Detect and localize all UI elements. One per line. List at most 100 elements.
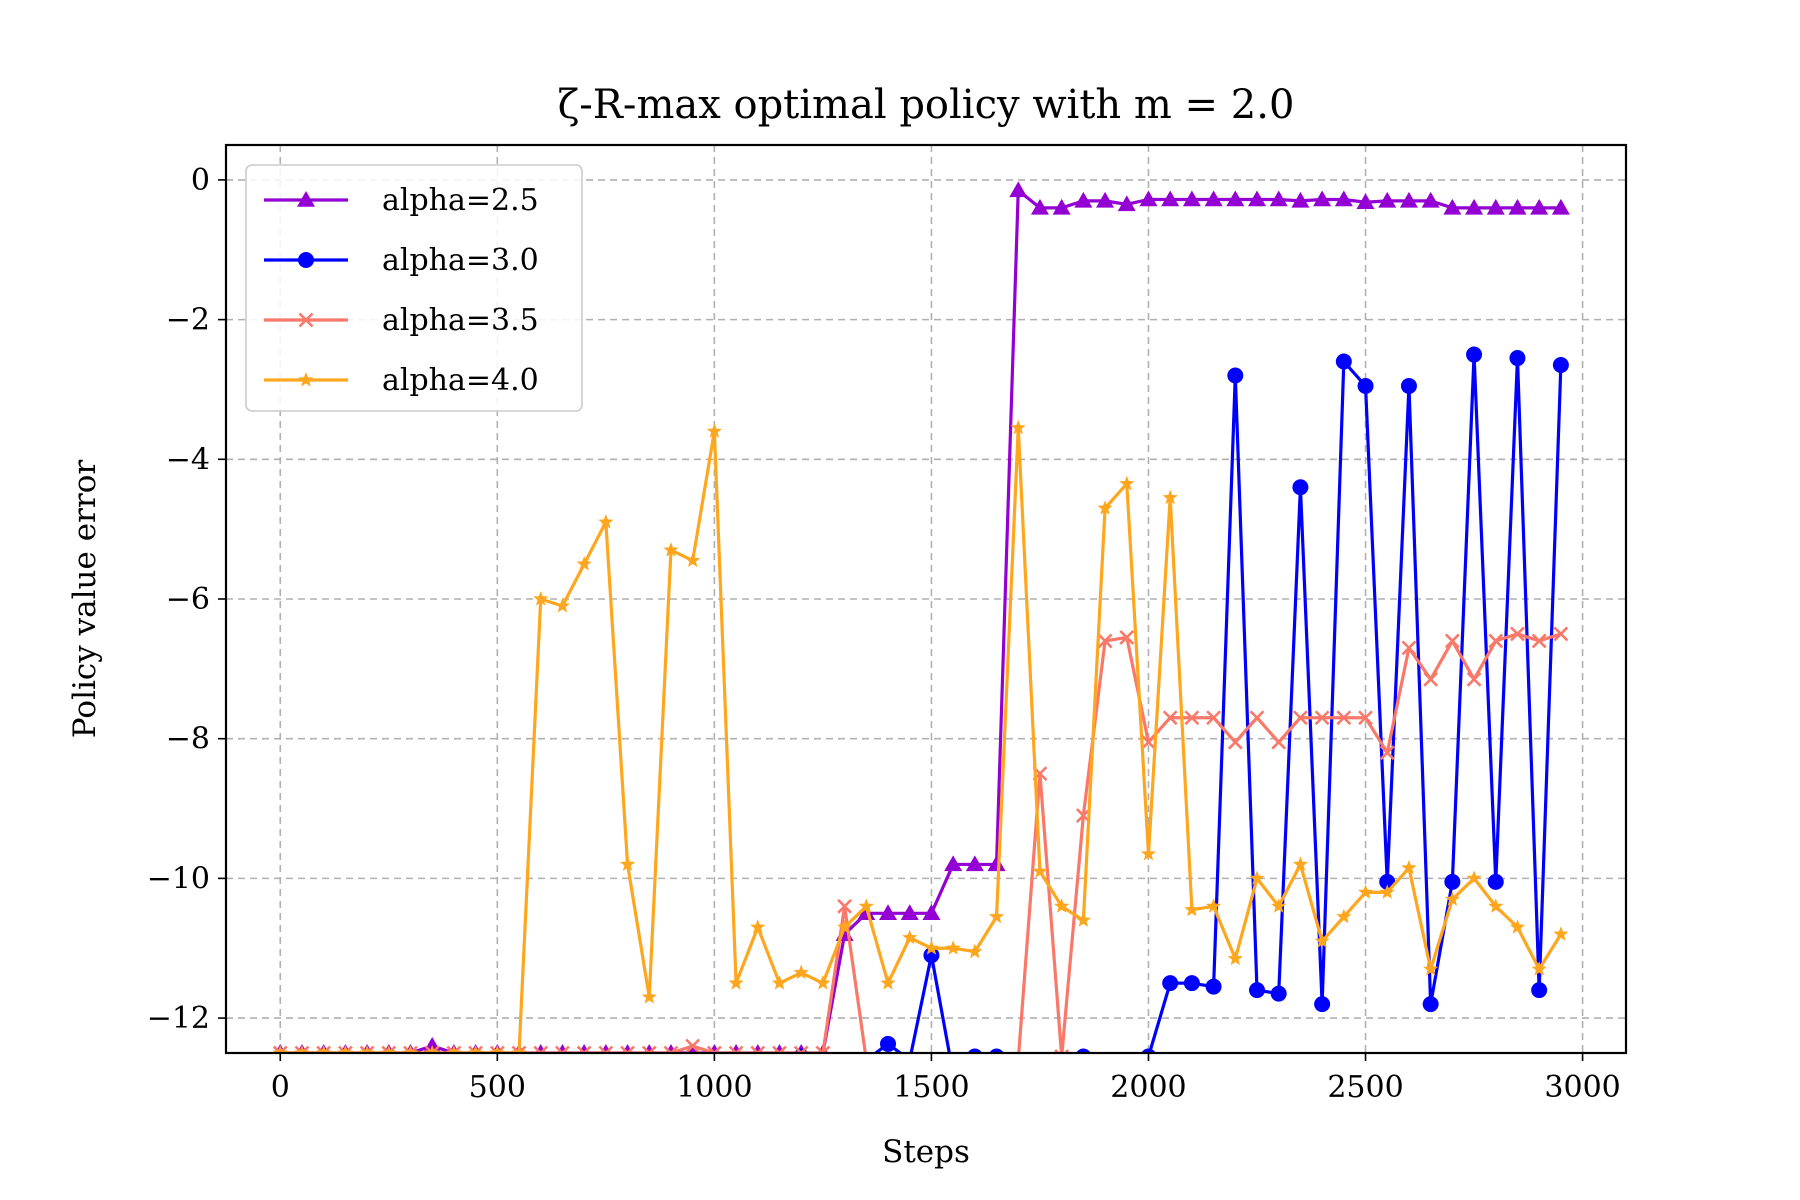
data-point-alpha-4-0 [1271,898,1287,913]
data-point-alpha-4-0 [294,1045,310,1053]
data-point-alpha-3-5 [1249,710,1265,726]
x-tick-label: 0 [271,1070,290,1105]
data-point-alpha-3-5 [1206,710,1222,726]
data-point-alpha-3-5 [1444,633,1460,649]
x-tick-label: 2500 [1327,1070,1403,1105]
data-point-alpha-4-0 [1336,908,1352,924]
data-point-alpha-2-5 [1334,190,1353,207]
data-point-alpha-3-5 [511,1045,527,1053]
data-point-alpha-3-0 [341,1051,350,1053]
data-point-alpha-4-0 [988,908,1005,924]
data-point-alpha-4-0 [446,1045,462,1053]
data-point-alpha-3-0 [1335,353,1352,370]
grid [226,145,1626,1053]
data-point-alpha-2-5 [900,904,919,921]
data-point-alpha-2-5 [1226,190,1245,207]
y-axis-label: Policy value error [67,460,103,739]
data-point-alpha-2-5 [922,904,941,921]
data-point-alpha-2-5 [1161,190,1180,207]
data-point-alpha-4-0 [837,919,853,934]
data-point-alpha-3-0 [923,947,940,964]
data-point-alpha-3-5 [1488,633,1504,649]
legend-entry-alpha-2-5: alpha=2.5 [264,183,539,218]
data-point-alpha-3-0 [880,1035,897,1052]
data-point-alpha-4-0 [1227,950,1243,966]
data-point-alpha-2-5 [1204,190,1223,207]
data-point-alpha-3-5 [533,1045,549,1053]
legend-entry-alpha-3-0: alpha=3.0 [264,243,539,278]
data-point-alpha-3-0 [862,1051,871,1053]
data-point-alpha-4-0 [1249,870,1265,885]
data-point-alpha-4-0 [381,1045,397,1053]
data-point-alpha-3-0 [1552,357,1569,374]
data-point-alpha-4-0 [685,552,701,568]
data-point-alpha-3-5 [1293,710,1308,726]
data-point-alpha-4-0 [945,940,961,955]
data-point-alpha-2-5 [987,855,1006,872]
data-point-alpha-4-0 [706,423,722,438]
data-point-alpha-3-0 [819,1051,827,1053]
data-point-alpha-2-5 [1443,198,1462,215]
data-point-alpha-3-5 [620,1045,635,1053]
data-point-alpha-2-5 [1313,190,1332,207]
data-point-alpha-4-0 [1075,912,1091,927]
data-point-alpha-4-0 [554,597,571,613]
data-point-alpha-3-5 [337,1045,353,1053]
data-point-alpha-3-0 [1249,982,1266,999]
data-point-alpha-3-0 [1162,975,1179,992]
data-point-alpha-2-5 [1551,198,1570,215]
data-point-alpha-2-5 [1009,181,1028,198]
data-point-alpha-3-0 [1183,975,1200,992]
data-point-alpha-4-0 [728,975,744,990]
data-point-alpha-4-0 [402,1045,419,1053]
data-point-alpha-3-0 [645,1051,654,1053]
data-point-alpha-3-5 [1012,1052,1025,1053]
data-point-alpha-3-0 [1400,377,1417,394]
legend-marker-alpha-2-5 [297,191,315,207]
data-point-alpha-3-5 [990,1052,1003,1053]
data-point-alpha-3-5 [1401,640,1417,656]
legend-box [245,164,583,412]
y-tick-label: −10 [147,861,210,896]
series-line-alpha-3-5 [280,632,1562,1053]
legend: alpha=2.5 alpha=3.0 alpha=3.5 alpha=4.0 [245,164,583,412]
y-tick-label: −4 [166,442,210,477]
data-point-alpha-4-0 [750,919,766,934]
data-point-alpha-2-5 [687,1044,698,1053]
data-point-alpha-3-5 [1531,633,1547,649]
data-point-alpha-3-0 [732,1051,740,1053]
data-point-alpha-4-0 [1423,961,1439,976]
y-tick-label: −12 [147,1001,210,1036]
data-point-alpha-4-0 [359,1045,375,1053]
series-alpha-3-0 [276,346,1569,1053]
data-point-alpha-3-0 [1122,1051,1131,1053]
data-point-alpha-3-0 [558,1051,567,1053]
data-point-alpha-3-0 [1227,367,1244,384]
data-point-alpha-3-5 [641,1045,657,1053]
data-point-alpha-3-0 [1509,350,1526,367]
data-point-alpha-3-0 [793,1048,809,1053]
data-point-alpha-2-5 [1117,195,1136,212]
data-point-alpha-3-0 [406,1051,415,1053]
data-point-alpha-4-0 [1314,933,1330,948]
data-point-alpha-3-5 [424,1045,440,1053]
data-point-alpha-4-0 [619,856,636,871]
data-point-alpha-3-5 [468,1045,484,1053]
legend-label-alpha-2-5: alpha=2.5 [382,183,539,218]
data-point-alpha-3-0 [1422,996,1439,1013]
data-point-alpha-2-5 [1486,198,1505,215]
data-point-alpha-3-5 [1119,629,1135,645]
data-point-alpha-2-5 [1291,191,1310,208]
data-point-alpha-3-0 [580,1051,589,1053]
series-alpha-4-0 [272,419,1569,1053]
data-point-alpha-3-5 [1336,710,1352,726]
data-point-alpha-3-5 [1466,671,1482,687]
data-point-alpha-3-5 [1358,710,1373,726]
data-point-alpha-2-5 [1356,193,1375,210]
data-point-alpha-4-0 [272,1045,288,1053]
data-point-alpha-3-0 [1205,978,1222,995]
data-point-alpha-3-0 [1076,1048,1091,1053]
data-point-alpha-2-5 [1139,190,1158,207]
data-point-alpha-3-5 [1271,734,1287,750]
legend-marker-alpha-3-0 [298,252,314,268]
